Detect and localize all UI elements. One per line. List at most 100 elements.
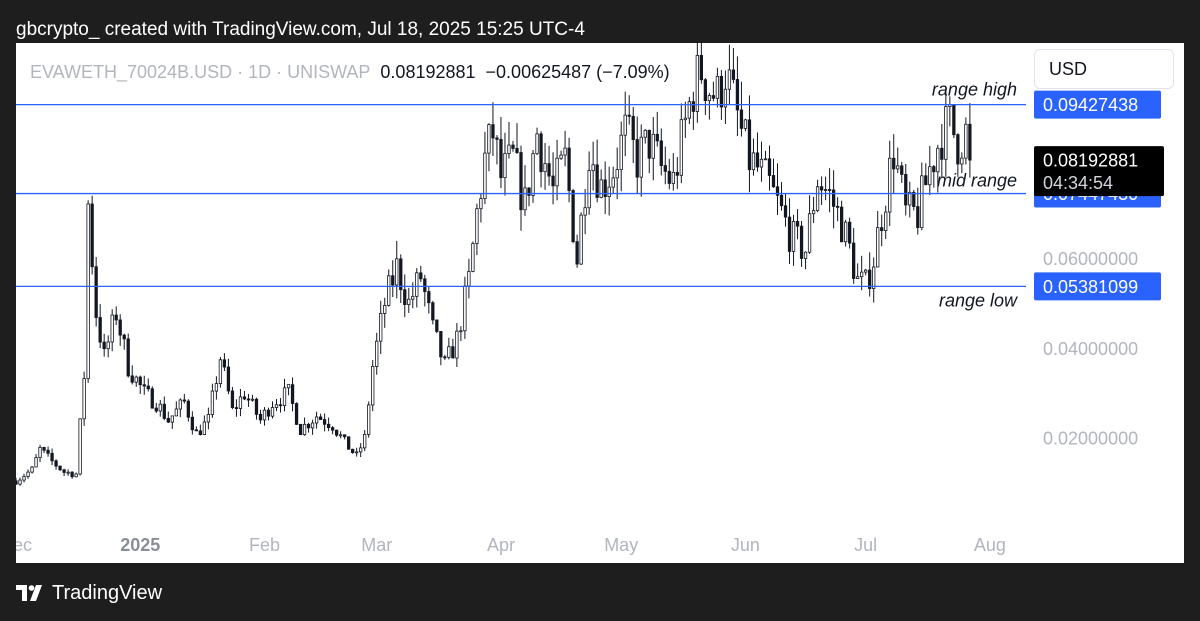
x-axis-tick-label: Dec (16, 535, 32, 555)
candle-down (932, 166, 936, 173)
candle-down (747, 119, 752, 171)
candle-up (22, 476, 26, 481)
candle-up (34, 457, 38, 468)
candle-down (775, 186, 780, 196)
candle-down (892, 157, 896, 170)
candle-up (555, 157, 559, 187)
candle-down (771, 175, 776, 188)
candle-down (968, 123, 972, 161)
candle-up (355, 451, 359, 454)
candle-down (655, 133, 659, 142)
candle-up (379, 313, 383, 342)
candle-up (210, 390, 215, 415)
candle-up (671, 171, 675, 184)
candle-down (246, 398, 251, 401)
candle-down (904, 174, 908, 206)
candle-up (238, 396, 243, 409)
candle-up (387, 275, 391, 306)
candle-up (395, 258, 399, 286)
candle-down (635, 139, 639, 178)
candle-up (856, 276, 860, 279)
candle-up (202, 421, 207, 435)
candle-up (723, 88, 728, 108)
candle-down (242, 396, 247, 400)
x-axis-tick-label: 2025 (120, 535, 160, 555)
legend-last-price: 0.08192881 (380, 62, 476, 82)
level-price-label: 0.05381099 (1043, 277, 1138, 297)
candle-up (367, 404, 371, 435)
currency-button[interactable]: USD (1034, 49, 1174, 89)
candle-up (218, 359, 223, 384)
candle-up (727, 69, 732, 90)
candle-down (46, 449, 50, 454)
candle-up (310, 422, 315, 429)
candle-down (799, 225, 804, 259)
candle-down (146, 385, 150, 390)
candle-down (663, 165, 667, 172)
candle-up (908, 191, 912, 206)
candle-down (50, 452, 54, 462)
candle-down (547, 163, 551, 177)
candle-down (603, 179, 607, 198)
level-annotation: range high (932, 80, 1017, 100)
candle-up (339, 434, 343, 437)
candle-down (567, 147, 571, 191)
candle-up (611, 177, 615, 188)
candle-down (852, 242, 856, 279)
tradingview-logo-icon (16, 585, 42, 601)
candle-down (499, 138, 503, 179)
candle-up (531, 153, 535, 196)
candle-down (491, 124, 495, 139)
candle-up (407, 298, 411, 305)
candle-up (371, 366, 375, 406)
candle-up (815, 186, 820, 211)
candle-down (334, 429, 339, 436)
candle-down (347, 436, 351, 450)
candle-down (122, 334, 126, 340)
candle-down (495, 137, 499, 140)
candle-down (423, 278, 427, 292)
candle-down (848, 221, 852, 244)
candle-down (703, 79, 708, 102)
candle-down (98, 317, 102, 343)
candle-up (759, 158, 764, 168)
footer-brand: TradingView (16, 578, 162, 608)
level-price-badge (1034, 90, 1161, 119)
candle-down (90, 203, 94, 268)
candle-up (82, 378, 86, 420)
candle-up (687, 101, 691, 119)
candle-down (154, 407, 158, 412)
candle-down (326, 423, 331, 429)
chart-attribution: gbcrypto_ created with TradingView.com, … (16, 19, 585, 40)
symbol-label[interactable]: EVAWETH_70024B.USD · 1D · UNISWAP (30, 62, 371, 82)
candle-up (876, 227, 880, 268)
candle-down (539, 133, 543, 173)
candle-up (170, 415, 174, 423)
candle-down (94, 266, 98, 318)
candle-up (463, 285, 467, 332)
candle-down (343, 434, 347, 438)
footer-brand-label: TradingView (52, 581, 163, 604)
candle-up (944, 106, 948, 160)
x-axis-tick-label: Jul (854, 535, 877, 555)
candle-up (483, 152, 487, 200)
candle-down (595, 164, 599, 198)
candle-up (30, 466, 34, 473)
candle-down (142, 384, 146, 387)
candle-up (475, 208, 479, 244)
candle-down (70, 471, 74, 478)
candle-down (230, 390, 235, 408)
candle-down (691, 101, 695, 112)
candle-up (274, 404, 279, 408)
candle-up (78, 418, 82, 475)
x-axis-tick-label: Apr (487, 535, 515, 555)
candle-up (286, 384, 291, 389)
candle-up (639, 136, 643, 178)
candle-down (114, 314, 118, 321)
candle-down (779, 194, 784, 207)
candle-up (459, 330, 463, 333)
candle-down (755, 152, 760, 168)
y-axis-tick-label: 0.02000000 (1043, 429, 1138, 449)
